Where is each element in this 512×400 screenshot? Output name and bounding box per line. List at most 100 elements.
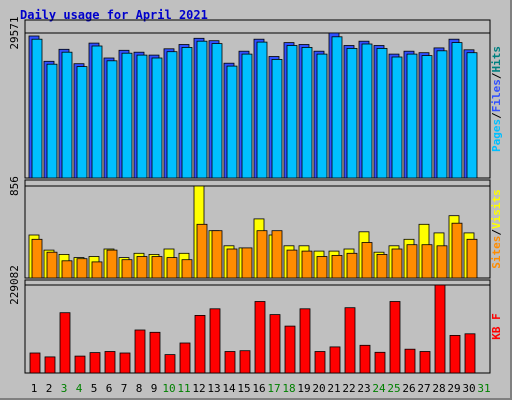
bar-hits-pages-day-17	[271, 59, 283, 179]
bar-kbytes-kb-f-day-26	[404, 348, 416, 374]
chart-title: Daily usage for April 2021	[20, 8, 208, 22]
bar-hits-pages-day-29	[451, 42, 463, 179]
bar-kbytes-kb-f-day-2	[44, 356, 56, 374]
bar-hits-pages-day-21	[331, 36, 343, 179]
day-label-22: 22	[342, 382, 355, 395]
bar-visits-sites-day-26	[406, 244, 418, 279]
day-label-27: 27	[417, 382, 430, 395]
day-label-13: 13	[207, 382, 220, 395]
bar-visits-sites-day-9	[151, 256, 163, 279]
bar-kbytes-kb-f-day-27	[419, 351, 431, 374]
bar-kbytes-kb-f-day-17	[269, 314, 281, 374]
bar-hits-pages-day-26	[406, 53, 418, 179]
legend-visits-item-1: /	[490, 229, 503, 236]
bar-kbytes-kb-f-day-28	[434, 284, 446, 374]
bar-visits-sites-day-15	[241, 247, 253, 279]
bar-kbytes-kb-f-day-8	[134, 329, 146, 374]
legend-visits-item-0: Sites	[490, 236, 503, 269]
bar-hits-pages-day-11	[181, 47, 193, 179]
bar-kbytes-kb-f-day-18	[284, 325, 296, 374]
bar-kbytes-kb-f-day-11	[179, 342, 191, 374]
day-label-17: 17	[267, 382, 280, 395]
bar-visits-sites-day-20	[316, 256, 328, 279]
bar-visits-sites-day-16	[256, 230, 268, 279]
bar-hits-pages-day-2	[46, 63, 58, 179]
legend-hits-item-2: Files	[490, 79, 503, 112]
bar-visits-sites-day-3	[61, 260, 73, 279]
bar-hits-pages-day-19	[301, 47, 313, 179]
legend-hits-item-3: /	[490, 72, 503, 79]
bar-visits-sites-day-8	[136, 256, 148, 279]
bar-hits-pages-day-30	[466, 52, 478, 179]
day-label-4: 4	[76, 382, 83, 395]
bar-visits-sites-day-22	[346, 252, 358, 279]
day-label-28: 28	[432, 382, 445, 395]
panel-hits-legend: Pages/Files/Hits	[490, 46, 503, 152]
day-label-20: 20	[312, 382, 325, 395]
legend-visits-item-2: Visits	[490, 189, 503, 229]
day-label-9: 9	[151, 382, 158, 395]
bar-visits-sites-day-10	[166, 257, 178, 279]
day-label-18: 18	[282, 382, 295, 395]
legend-hits-item-0: Pages	[490, 119, 503, 152]
bar-kbytes-kb-f-day-24	[374, 351, 386, 374]
bar-visits-sites-day-4	[76, 258, 88, 279]
bar-kbytes-kb-f-day-22	[344, 307, 356, 374]
bar-hits-pages-day-3	[61, 51, 73, 179]
bar-visits-sites-day-19	[301, 250, 313, 279]
day-label-14: 14	[222, 382, 236, 395]
legend-hits-item-1: /	[490, 112, 503, 119]
bar-visits-sites-day-2	[46, 251, 58, 279]
bar-hits-pages-day-15	[241, 53, 253, 179]
bar-kbytes-kb-f-day-10	[164, 354, 176, 374]
bar-hits-pages-day-18	[286, 45, 298, 179]
bar-kbytes-kb-f-day-3	[59, 312, 71, 374]
panel-kbytes-legend: KB F	[490, 313, 503, 340]
bar-hits-pages-day-9	[151, 57, 163, 179]
bar-hits-pages-day-14	[226, 65, 238, 179]
bar-hits-pages-day-7	[121, 52, 133, 179]
bar-visits-sites-day-25	[391, 248, 403, 279]
bar-kbytes-kb-f-day-7	[119, 352, 131, 374]
panel-visits-legend: Sites/Visits	[490, 189, 503, 269]
day-label-11: 11	[177, 382, 190, 395]
bar-visits-sites-day-6	[106, 249, 118, 279]
bar-hits-pages-day-10	[166, 51, 178, 179]
day-label-12: 12	[192, 382, 205, 395]
bar-hits-pages-day-27	[421, 55, 433, 179]
bar-visits-sites-day-12	[196, 223, 208, 279]
bar-kbytes-kb-f-day-19	[299, 308, 311, 374]
day-label-29: 29	[447, 382, 460, 395]
bar-kbytes-kb-f-day-4	[74, 355, 86, 374]
bar-visits-sites-day-11	[181, 259, 193, 279]
bar-kbytes-kb-f-day-23	[359, 344, 371, 374]
bar-kbytes-kb-f-day-30	[464, 333, 476, 374]
panel-kbytes-max-label: 229082	[8, 265, 21, 305]
bar-kbytes-kb-f-day-1	[29, 352, 41, 374]
day-label-21: 21	[327, 382, 340, 395]
bar-visits-sites-day-5	[91, 261, 103, 279]
bar-visits-sites-day-23	[361, 242, 373, 279]
bar-hits-pages-day-22	[346, 48, 358, 179]
bar-visits-sites-day-24	[376, 253, 388, 279]
bar-hits-pages-day-5	[91, 45, 103, 179]
bar-visits-sites-day-29	[451, 222, 463, 279]
bar-hits-pages-day-16	[256, 41, 268, 179]
bar-hits-pages-day-6	[106, 60, 118, 179]
day-label-25: 25	[387, 382, 400, 395]
bar-hits-pages-day-20	[316, 53, 328, 179]
day-label-19: 19	[297, 382, 310, 395]
bar-hits-pages-day-12	[196, 40, 208, 179]
bar-visits-sites-day-14	[226, 248, 238, 279]
bar-kbytes-kb-f-day-6	[104, 351, 116, 374]
bar-kbytes-kb-f-day-5	[89, 352, 101, 374]
day-label-30: 30	[462, 382, 475, 395]
day-label-10: 10	[162, 382, 175, 395]
day-label-7: 7	[121, 382, 128, 395]
day-label-23: 23	[357, 382, 370, 395]
bar-hits-pages-day-8	[136, 54, 148, 179]
day-label-24: 24	[372, 382, 386, 395]
panel-hits-max-label: 29571	[8, 16, 21, 49]
bar-visits-sites-day-27	[421, 244, 433, 279]
